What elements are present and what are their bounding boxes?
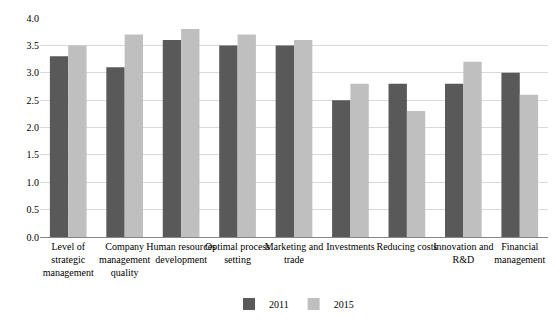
svg-text:4.0: 4.0 bbox=[27, 13, 40, 24]
svg-text:Reducing costs: Reducing costs bbox=[376, 241, 437, 252]
svg-text:2011: 2011 bbox=[269, 299, 289, 310]
svg-text:2.5: 2.5 bbox=[27, 95, 40, 106]
svg-text:1.0: 1.0 bbox=[27, 177, 40, 188]
svg-text:0.0: 0.0 bbox=[27, 232, 40, 243]
svg-text:Innovation andR&D: Innovation andR&D bbox=[433, 241, 493, 265]
svg-text:Financialmanagement: Financialmanagement bbox=[494, 241, 545, 265]
svg-text:2015: 2015 bbox=[334, 299, 354, 310]
svg-text:Marketing andtrade: Marketing andtrade bbox=[265, 241, 324, 265]
svg-text:1.5: 1.5 bbox=[27, 149, 40, 160]
svg-text:0.5: 0.5 bbox=[27, 204, 40, 215]
svg-text:3.5: 3.5 bbox=[27, 40, 40, 51]
svg-text:Investments: Investments bbox=[326, 241, 374, 252]
svg-text:Companymanagementquality: Companymanagementquality bbox=[99, 241, 150, 278]
svg-text:2.0: 2.0 bbox=[27, 122, 40, 133]
svg-text:Optimal processsetting: Optimal processsetting bbox=[205, 241, 270, 265]
svg-text:3.0: 3.0 bbox=[27, 67, 40, 78]
svg-text:Human resourcesdevelopment: Human resourcesdevelopment bbox=[146, 241, 216, 265]
svg-text:Level ofstrategicmanagement: Level ofstrategicmanagement bbox=[43, 241, 94, 278]
